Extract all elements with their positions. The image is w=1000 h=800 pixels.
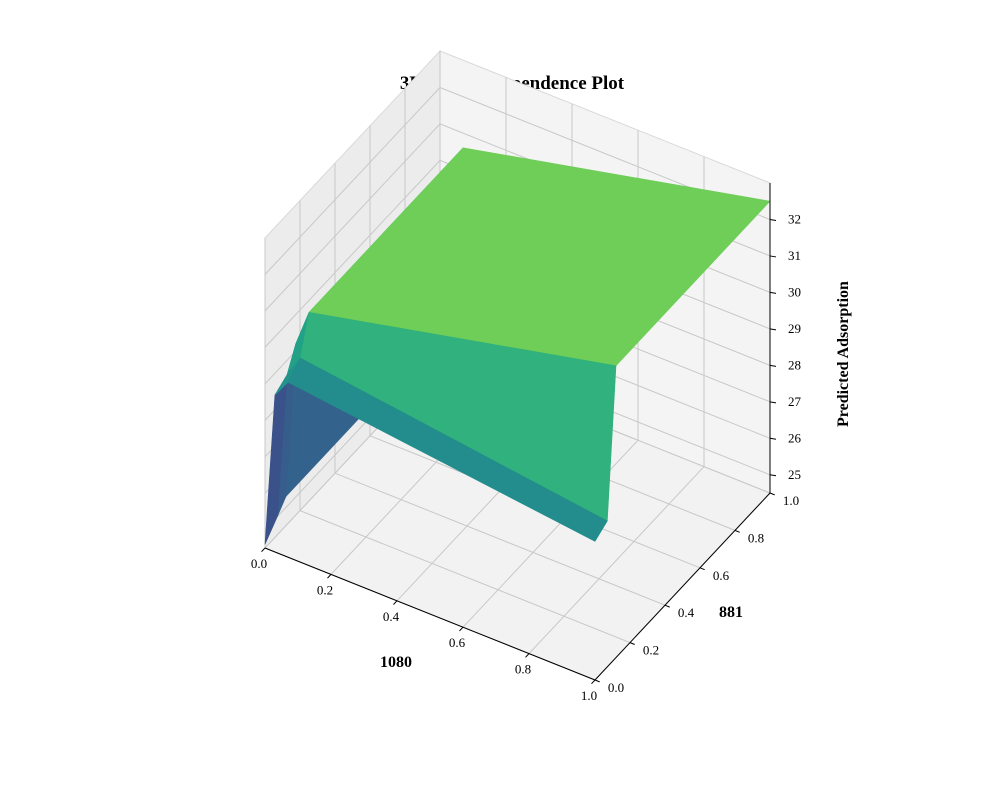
y-tick-mark bbox=[629, 642, 635, 645]
x-tick-label: 0.4 bbox=[383, 609, 400, 624]
z-grid-line bbox=[264, 86, 771, 275]
z-tick-label: 32 bbox=[788, 211, 801, 226]
y-tick-mark bbox=[594, 679, 600, 683]
x-tick-mark bbox=[327, 574, 332, 579]
x-tick-mark bbox=[525, 653, 530, 658]
y-tick-label: 0.2 bbox=[643, 643, 659, 658]
z-tick-mark bbox=[769, 328, 777, 331]
z-tick-mark bbox=[769, 401, 777, 404]
z-tick-mark bbox=[769, 437, 777, 440]
x-axis-line bbox=[264, 547, 596, 681]
y-grid-line bbox=[299, 200, 631, 644]
x-tick-label: 1.0 bbox=[581, 688, 597, 703]
x-tick-mark bbox=[459, 626, 464, 632]
z-tick-label: 31 bbox=[788, 248, 801, 263]
y-tick-mark bbox=[699, 567, 705, 571]
y-grid-line bbox=[334, 163, 666, 606]
z-tick-label: 30 bbox=[788, 284, 801, 299]
z-tick-label: 27 bbox=[788, 394, 802, 409]
x-tick-label: 0.6 bbox=[449, 635, 466, 650]
x-tick-label: 0.8 bbox=[515, 662, 531, 677]
x-tick-label: 0.2 bbox=[317, 582, 333, 597]
z-tick-label: 26 bbox=[788, 430, 802, 445]
z-tick-label: 28 bbox=[788, 357, 801, 372]
z-tick-mark bbox=[769, 364, 777, 367]
y-axis-label: 881 bbox=[719, 604, 743, 621]
y-tick-mark bbox=[734, 529, 740, 533]
y-axis-line bbox=[594, 492, 771, 681]
x-axis-label: 1080 bbox=[380, 654, 412, 671]
y-tick-label: 0.8 bbox=[748, 530, 764, 545]
x-tick-mark bbox=[261, 547, 266, 553]
y-tick-mark bbox=[664, 604, 670, 608]
z-tick-label: 29 bbox=[788, 321, 801, 336]
y-tick-label: 0.0 bbox=[608, 680, 624, 695]
y-tick-label: 1.0 bbox=[783, 493, 799, 508]
z-tick-mark bbox=[769, 255, 777, 258]
y-tick-label: 0.6 bbox=[713, 568, 730, 583]
z-tick-label: 25 bbox=[788, 467, 801, 482]
axis-lines bbox=[264, 183, 771, 681]
x-tick-mark bbox=[393, 600, 398, 605]
tick-labels: 0.0 0.2 0.4 0.6 0.8 1.0 0.0 0.2 0.4 0.6 0.8 1.0 25 26… bbox=[251, 211, 802, 703]
x-tick-mark bbox=[591, 679, 596, 685]
y-tick-label: 0.4 bbox=[678, 605, 695, 620]
surface-mesh bbox=[264, 147, 771, 545]
surface-facet bbox=[287, 357, 608, 542]
z-tick-mark bbox=[769, 218, 777, 221]
z-tick-mark bbox=[769, 474, 777, 477]
y-tick-mark bbox=[769, 492, 775, 496]
x-tick-label: 0.0 bbox=[251, 556, 267, 571]
z-axis-label: Predicted Adsorption bbox=[835, 281, 852, 427]
z-tick-mark bbox=[769, 291, 777, 294]
